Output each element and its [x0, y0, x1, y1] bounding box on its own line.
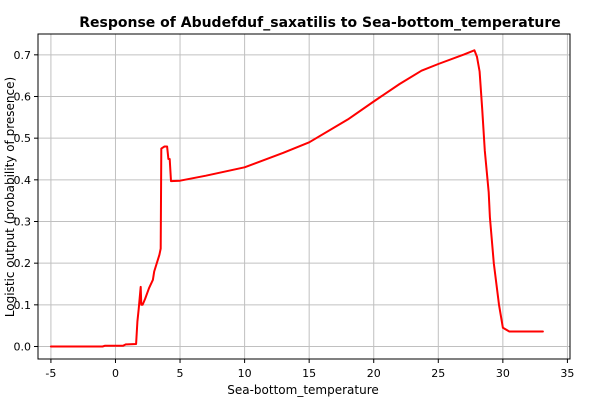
y-tick-label: 0.0 — [14, 341, 32, 354]
y-tick-labels: 0.0 0.1 0.2 0.3 0.4 0.5 0.6 0.7 — [14, 49, 32, 354]
y-tick-label: 0.7 — [14, 49, 32, 62]
x-tick-label: 20 — [367, 367, 381, 380]
x-tick-labels: -5 0 5 10 15 20 25 30 35 — [45, 367, 574, 380]
plot-frame — [37, 33, 571, 360]
x-tick-label: 25 — [431, 367, 445, 380]
x-tick-label: -5 — [45, 367, 56, 380]
chart-title: Response of Abudefduf_saxatilis to Sea-b… — [79, 15, 561, 31]
y-tick-label: 0.2 — [14, 257, 32, 270]
x-tick-label: 10 — [238, 367, 252, 380]
y-tick-label: 0.1 — [14, 299, 32, 312]
y-tick-label: 0.5 — [14, 132, 32, 145]
x-axis-label: Sea-bottom_temperature — [227, 383, 379, 397]
axis-ticks — [34, 54, 568, 363]
series-layer — [49, 49, 544, 348]
x-tick-label: 0 — [112, 367, 119, 380]
y-axis-label: Logistic output (probability of presence… — [3, 77, 17, 317]
x-tick-label: 30 — [496, 367, 510, 380]
grid-lines — [38, 34, 570, 359]
x-tick-label: 5 — [177, 367, 184, 380]
y-tick-label: 0.6 — [14, 91, 32, 104]
x-tick-label: 15 — [302, 367, 316, 380]
y-tick-label: 0.3 — [14, 216, 32, 229]
y-tick-label: 0.4 — [14, 174, 32, 187]
x-tick-label: 35 — [560, 367, 574, 380]
response-curve-line — [49, 49, 544, 348]
